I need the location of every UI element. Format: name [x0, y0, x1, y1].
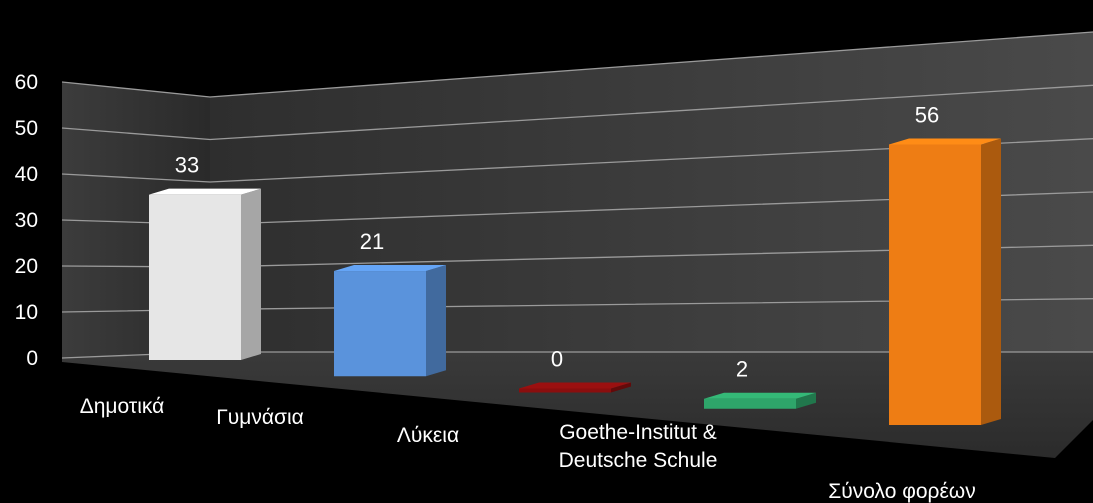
data-label: 0: [551, 347, 563, 372]
data-label: 21: [360, 229, 384, 254]
bar-front: [704, 398, 796, 409]
y-tick-label: 30: [15, 209, 38, 232]
bar-top: [334, 265, 446, 272]
y-tick-label: 0: [26, 347, 38, 370]
bar: [149, 188, 261, 360]
y-tick-label: 50: [15, 117, 38, 140]
bar-side: [241, 188, 261, 360]
y-tick-label: 40: [15, 163, 38, 186]
category-label: Δημοτικά: [80, 395, 165, 418]
category-label-line: Γυμνάσια: [216, 406, 304, 429]
y-tick-label: 20: [15, 255, 38, 278]
bar-side: [611, 382, 631, 393]
bar-side: [981, 138, 1001, 425]
bar: [519, 382, 631, 393]
y-axis-ticks: 0 10 20 30 40 50 60: [15, 71, 38, 370]
bars: [149, 138, 1001, 425]
bar-front: [149, 194, 241, 360]
bar: [704, 392, 816, 409]
y-tick-label: 60: [15, 71, 38, 94]
data-label: 56: [915, 102, 939, 127]
bar: [334, 265, 446, 377]
bar-front: [889, 144, 981, 425]
category-label: Goethe-Institut & Deutsche Schule: [559, 421, 718, 472]
floor: [62, 352, 1093, 458]
category-label-line: Σύνολο φορέων: [828, 480, 975, 503]
gridline: [61, 138, 1093, 183]
data-label: 2: [736, 357, 748, 382]
category-label-line: Goethe-Institut &: [559, 421, 717, 444]
category-label-line: Deutsche Schule: [559, 449, 718, 472]
chart-walls: [62, 32, 1093, 458]
bar-front: [519, 388, 611, 393]
bar-top: [519, 382, 631, 389]
category-label-line: Δημοτικά: [80, 395, 165, 418]
y-tick-label: 10: [15, 301, 38, 324]
bar-top: [149, 188, 261, 195]
bar-top: [704, 392, 816, 399]
category-labels: Δημοτικά Γυμνάσια Λύκεια Goethe-Institut & D…: [80, 395, 976, 503]
category-label: Λύκεια: [397, 424, 459, 447]
bar-top: [889, 138, 1001, 145]
gridline: [61, 31, 1093, 98]
bar: [889, 138, 1001, 425]
category-label: Σύνολο φορέων: [828, 480, 975, 503]
data-labels: 33 21 0 2 56: [175, 102, 939, 381]
bar-side: [796, 392, 816, 409]
gridline: [61, 84, 1093, 141]
category-label-line: Λύκεια: [397, 424, 459, 447]
bar-front: [334, 271, 426, 377]
bar-side: [426, 265, 446, 377]
category-label: Γυμνάσια: [216, 406, 304, 429]
data-label: 33: [175, 153, 199, 178]
